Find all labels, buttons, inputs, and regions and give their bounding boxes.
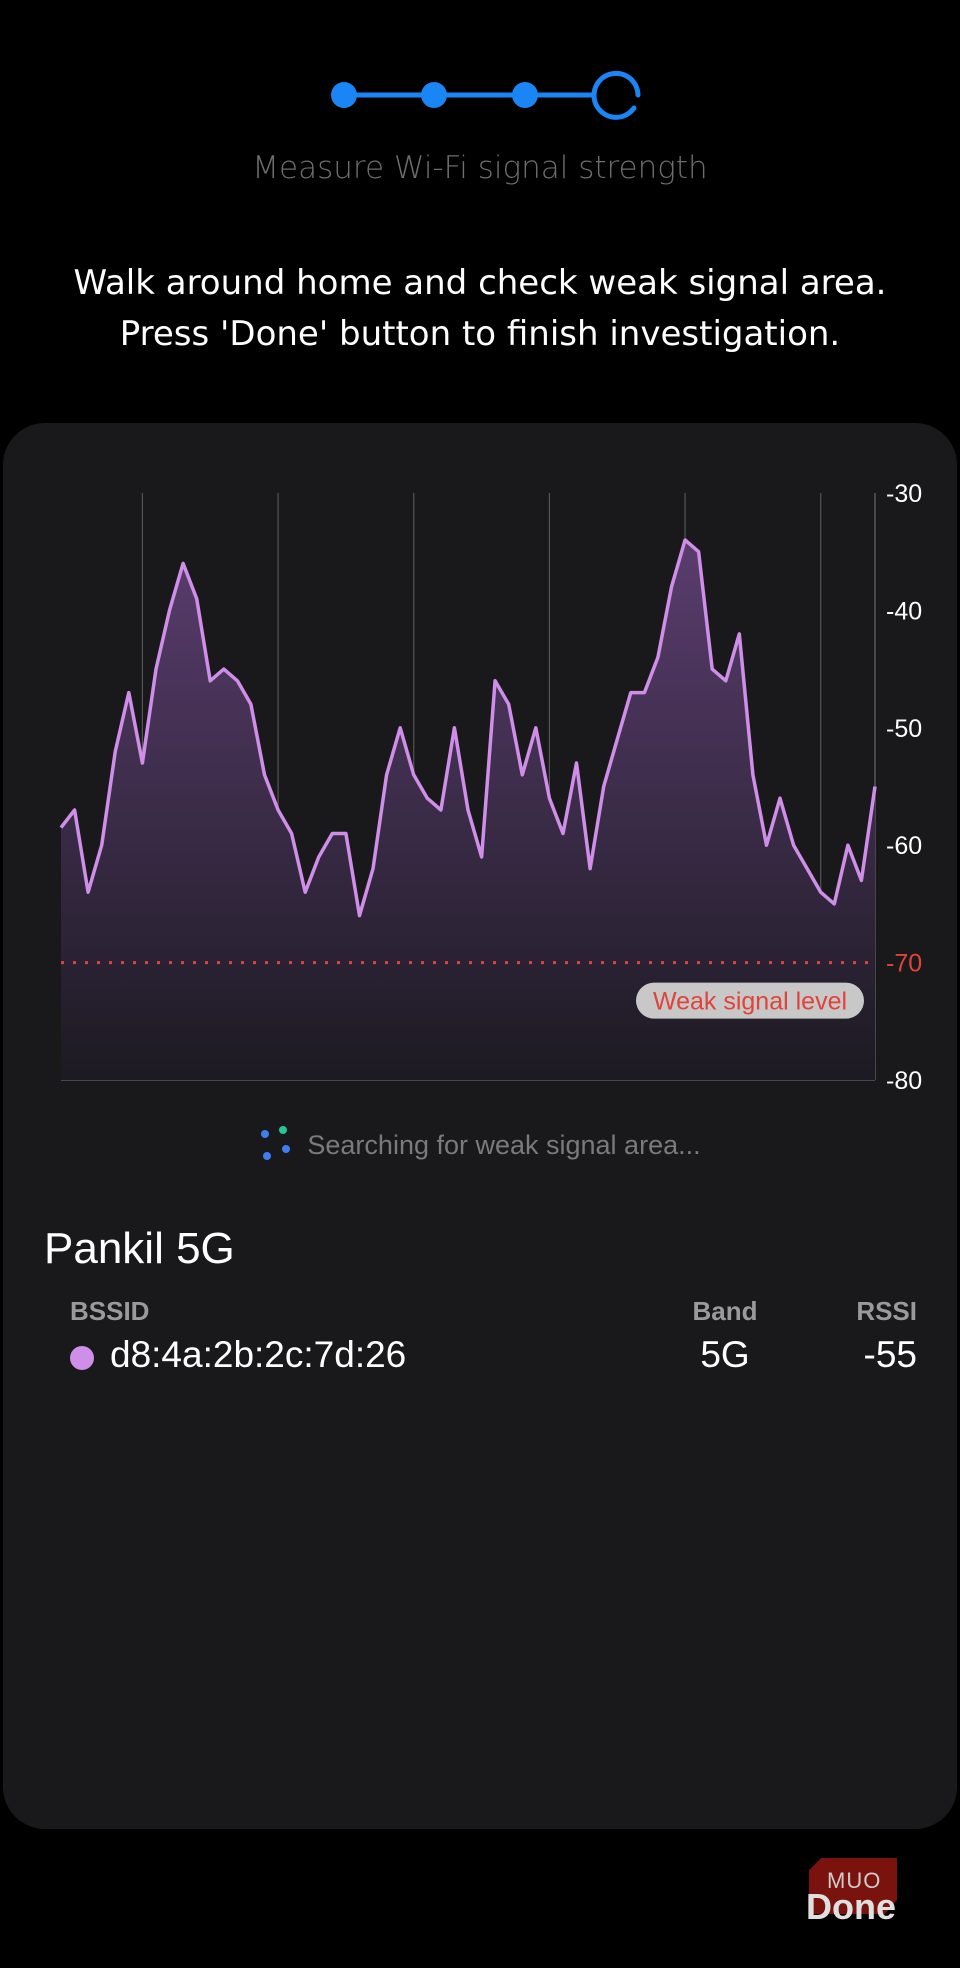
instructions: Walk around home and check weak signal a… [0, 258, 960, 360]
band-value: 5G [700, 1334, 750, 1375]
y-tick-label: -80 [886, 1067, 922, 1095]
signal-line [59, 538, 877, 918]
done-button[interactable]: MUO Done [806, 1858, 900, 1934]
bssid-value: d8:4a:2b:2c:7d:26 [110, 1334, 407, 1375]
instruction-line-2: Press 'Done' button to finish investigat… [119, 314, 841, 354]
watermark-logo: MUO [809, 1858, 897, 1914]
series-color-dot [70, 1346, 94, 1370]
weak-signal-pill [636, 982, 864, 1019]
loading-spinner-icon [261, 1126, 291, 1160]
signal-chart: Weak signal level -30 -40 -50 -60 -70 -80 [59, 480, 922, 1095]
step-complete-dot [512, 82, 538, 108]
y-tick-label: -50 [886, 715, 922, 743]
column-header-band: Band [692, 1296, 758, 1326]
y-tick-label: -70 [886, 950, 922, 978]
y-tick-label: -40 [886, 597, 922, 625]
rssi-value: -55 [863, 1334, 917, 1375]
instruction-line-1: Walk around home and check weak signal a… [73, 263, 887, 303]
y-tick-label: -30 [886, 480, 922, 508]
done-label: Done [806, 1886, 896, 1927]
search-status: Searching for weak signal area... [0, 1126, 960, 1164]
column-header-bssid: BSSID [70, 1296, 150, 1326]
column-header-rssi: RSSI [856, 1296, 917, 1326]
y-tick-label: -60 [886, 832, 922, 860]
network-name: Pankil 5G [44, 1224, 235, 1273]
weak-signal-label: Weak signal level [653, 988, 847, 1016]
step-complete-dot [331, 82, 357, 108]
progress-stepper [331, 70, 641, 120]
searching-text: Searching for weak signal area... [307, 1129, 701, 1160]
step-title: Measure Wi-Fi signal strength [252, 150, 708, 186]
step-current-ring [591, 70, 641, 120]
step-complete-dot [421, 82, 447, 108]
